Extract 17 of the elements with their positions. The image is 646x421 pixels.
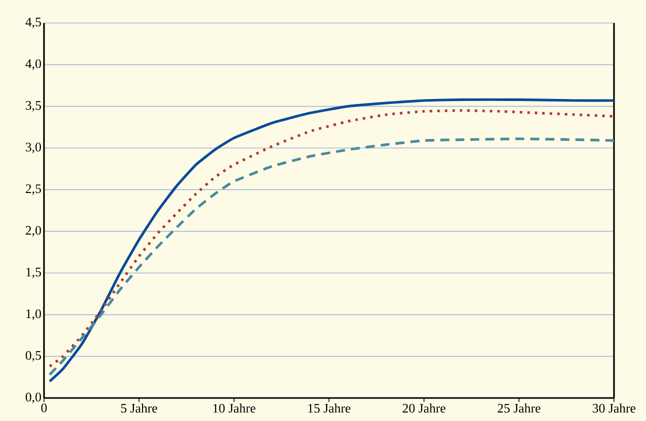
x-tick-label: 15 Jahre <box>308 404 350 413</box>
y-tick-label: 1,0 <box>26 309 41 320</box>
x-tick-label: 25 Jahre <box>498 404 540 413</box>
y-tick-label: 3,5 <box>26 101 41 112</box>
y-tick-label: 0,5 <box>26 351 41 362</box>
y-tick-label: 4,5 <box>25 18 41 28</box>
y-tick-label: 0,0 <box>26 392 41 404</box>
x-tick-label: 5 Jahre <box>121 404 158 413</box>
x-tick-label: 20 Jahre <box>402 404 446 413</box>
x-tick-label: 0 <box>41 404 47 412</box>
y-tick-label: 1,5 <box>26 268 41 278</box>
y-tick-label: 2,0 <box>26 226 41 237</box>
x-tick-label: 30 Jahre <box>592 404 636 413</box>
x-tick-label: 10 Jahre <box>213 404 256 413</box>
y-tick-label: 4,0 <box>25 59 41 70</box>
y-tick-label: 3,0 <box>26 142 41 154</box>
y-tick-label: 2,5 <box>26 184 41 195</box>
